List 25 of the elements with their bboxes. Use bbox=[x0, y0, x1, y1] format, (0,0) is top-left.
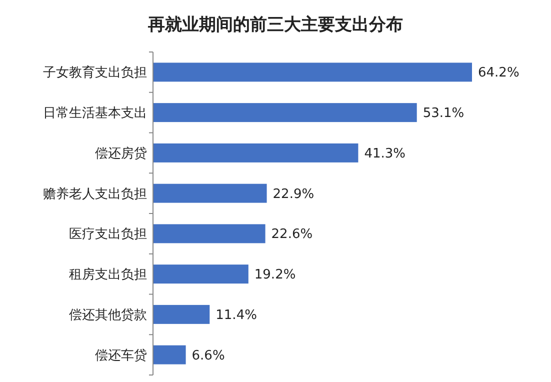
bar bbox=[153, 345, 186, 364]
data-label: 64.2% bbox=[478, 66, 520, 81]
y-tick-label: 赡养老人支出负担 bbox=[43, 186, 147, 202]
y-tick-label: 租房支出负担 bbox=[69, 266, 147, 283]
data-label: 11.4% bbox=[216, 308, 257, 323]
y-tick-label: 日常生活基本支出 bbox=[43, 106, 147, 122]
bar bbox=[153, 184, 267, 203]
y-tick-label: 偿还车贷 bbox=[95, 348, 147, 364]
bar bbox=[153, 264, 248, 284]
data-label: 6.6% bbox=[192, 348, 225, 364]
data-label: 41.3% bbox=[364, 146, 406, 162]
y-tick-label: 子女教育支出负担 bbox=[43, 64, 147, 81]
bar bbox=[153, 143, 358, 162]
data-label: 22.9% bbox=[272, 186, 314, 202]
data-label: 53.1% bbox=[422, 106, 464, 122]
chart-title: 再就业期间的前三大主要支出分布 bbox=[147, 15, 403, 35]
y-tick-label: 偿还其他贷款 bbox=[69, 308, 147, 323]
y-tick-label: 医疗支出负担 bbox=[69, 227, 147, 242]
y-tick-label: 偿还房贷 bbox=[95, 145, 147, 162]
bar bbox=[153, 224, 266, 244]
data-label: 19.2% bbox=[254, 268, 296, 283]
data-label: 22.6% bbox=[271, 227, 313, 242]
bar bbox=[153, 103, 417, 122]
bar bbox=[153, 304, 210, 324]
bar bbox=[153, 62, 472, 82]
